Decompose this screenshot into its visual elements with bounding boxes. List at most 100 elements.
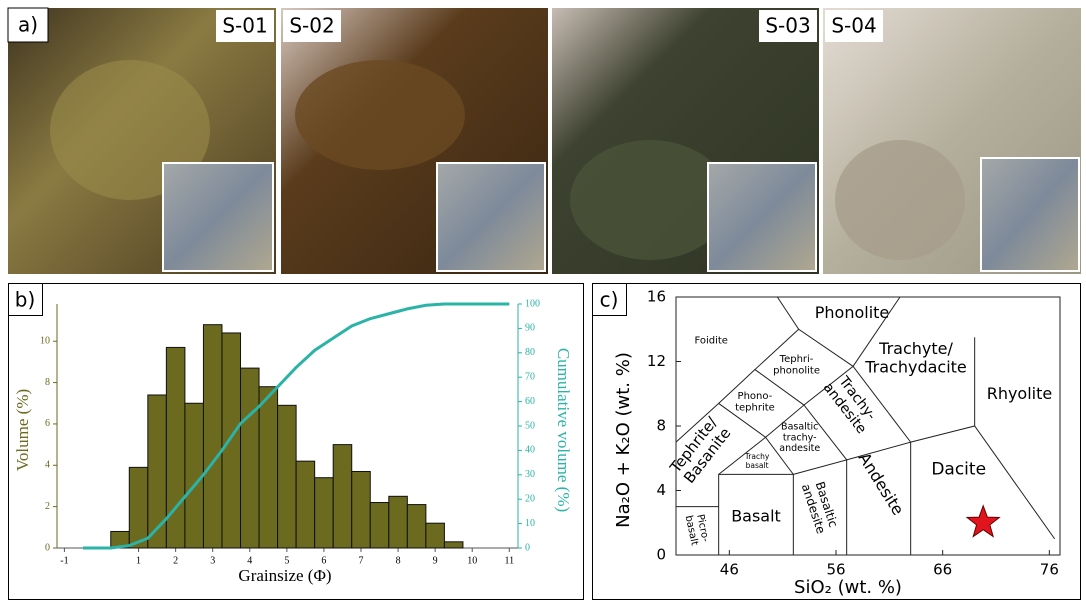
- tas-diagram: 46 56 66 76 0 4 8 12 16 Foidite Phonolite Tephri-ph…: [613, 288, 1061, 598]
- photo-label-box: [759, 10, 817, 42]
- y2-tick-label: 80: [525, 347, 535, 358]
- photo-detail: [835, 140, 965, 260]
- panel-label-box: [592, 283, 627, 316]
- y-axis-title: Na₂O + K₂O (wt. %): [613, 352, 634, 528]
- bar: [406, 504, 427, 549]
- inset-photo: [707, 162, 817, 272]
- panel-frame: [592, 283, 1081, 600]
- x-tick-label: 5: [284, 555, 289, 566]
- inset-photo: [162, 162, 274, 272]
- y-tick-label: 2: [45, 501, 50, 512]
- y-tick-label: 12: [647, 352, 666, 370]
- y2-tick-label: 30: [525, 469, 535, 480]
- x-tick-label: 11: [504, 555, 514, 566]
- x-tick-label: 6: [321, 555, 326, 566]
- bar: [128, 466, 149, 549]
- field-label-line: Andesite: [855, 449, 908, 518]
- x-tick-label: 66: [933, 561, 952, 579]
- field-boundary: [718, 473, 794, 555]
- bar: [314, 477, 334, 549]
- panel-label: a): [18, 13, 38, 37]
- x-tick-label: 76: [1040, 561, 1059, 579]
- bar: [351, 470, 371, 549]
- field-label: Picro-basalt: [683, 512, 711, 547]
- field-label-line: Basaltic: [781, 421, 818, 432]
- photo-label: S-04: [831, 14, 876, 38]
- field-label-line: basalt: [746, 461, 769, 470]
- y-tick-label: 10: [40, 336, 50, 347]
- y2-tick-label: 0: [525, 542, 530, 553]
- field-label: Phonolite: [815, 303, 890, 322]
- x-tick-label: 9: [433, 555, 438, 566]
- bar: [277, 404, 297, 549]
- bar: [147, 394, 167, 549]
- field-label-line: Trachy: [744, 452, 770, 461]
- x-tick-label: 46: [720, 561, 739, 579]
- panel-label: c): [600, 288, 619, 312]
- bar: [332, 444, 353, 549]
- y2-tick-label: 10: [525, 518, 535, 529]
- bar: [425, 522, 445, 549]
- photos: a) S-01 S-02 S-03 S-04: [7, 7, 1081, 274]
- y-tick-label: 8: [45, 377, 50, 388]
- x-tick-label: 2: [173, 555, 178, 566]
- x-tick-label: -1: [60, 555, 68, 566]
- y-tick-label: 0: [45, 542, 50, 553]
- field-label-line: andesite: [779, 443, 820, 454]
- bar: [165, 346, 186, 549]
- inset-photo: [980, 157, 1080, 272]
- photo-label-box: [825, 10, 883, 42]
- field-label: Trachy basalt: [744, 452, 770, 470]
- photo-label: S-01: [222, 14, 267, 38]
- y2-tick-label: 90: [525, 323, 535, 334]
- panel-label-box: [8, 283, 43, 316]
- bar: [202, 324, 223, 549]
- panel-label: b): [15, 288, 36, 312]
- photo-label-box: [216, 10, 274, 42]
- x-tick-label: 1: [136, 555, 141, 566]
- bar: [184, 402, 204, 549]
- y-tick-label: 6: [45, 418, 50, 429]
- y-tick-label: 8: [656, 417, 666, 435]
- y2-tick-label: 100: [525, 298, 540, 309]
- x-tick-label: 8: [396, 555, 401, 566]
- field-label-line: Rhyolite: [987, 383, 1053, 402]
- field-label: Basalt: [731, 506, 781, 525]
- photo-label: S-03: [765, 14, 810, 38]
- field-label-line: trachy-: [783, 432, 817, 443]
- histogram-chart: -1 1 2 3 4 5 6 7 8 9 10 110246810010203040506070809…: [13, 298, 573, 585]
- sample-star: [965, 504, 1001, 538]
- bar: [221, 332, 242, 549]
- y-axis-title: Volume (%): [13, 389, 32, 471]
- field-label: Foidite: [694, 336, 728, 347]
- field-label: Rhyolite: [987, 383, 1053, 402]
- y2-tick-label: 50: [525, 420, 535, 431]
- photo-detail: [295, 60, 465, 170]
- field-label: Tephri-phonolite: [773, 354, 820, 377]
- x-tick-label: 56: [826, 561, 845, 579]
- field-label: Dacite: [931, 460, 986, 480]
- y2-tick-label: 20: [525, 493, 535, 504]
- y-tick-label: 16: [647, 288, 666, 306]
- field-boundary: [776, 296, 800, 330]
- bar: [388, 495, 408, 549]
- y-tick-label: 4: [45, 460, 50, 471]
- cumulative-line: [82, 302, 510, 550]
- bar: [443, 541, 464, 549]
- photo-detail: [570, 140, 730, 260]
- field-label-line: Dacite: [931, 460, 986, 480]
- panel-frame: [8, 283, 584, 600]
- y2-tick-label: 40: [525, 445, 535, 456]
- y2-tick-label: 70: [525, 371, 535, 382]
- field-label-line: Tephri-: [779, 354, 814, 365]
- field-label: Phono-tephrite: [735, 391, 775, 414]
- x-tick-label: 10: [467, 555, 477, 566]
- y2-tick-label: 60: [525, 396, 535, 407]
- field-label-line: Basalt: [731, 506, 781, 525]
- field-label: Trachyte/Trachydacite: [864, 339, 967, 376]
- inset-photo: [436, 162, 546, 272]
- x-tick-label: 3: [210, 555, 215, 566]
- field-label-line: Foidite: [694, 336, 728, 347]
- x-axis-title: Grainsize (Φ): [238, 566, 331, 585]
